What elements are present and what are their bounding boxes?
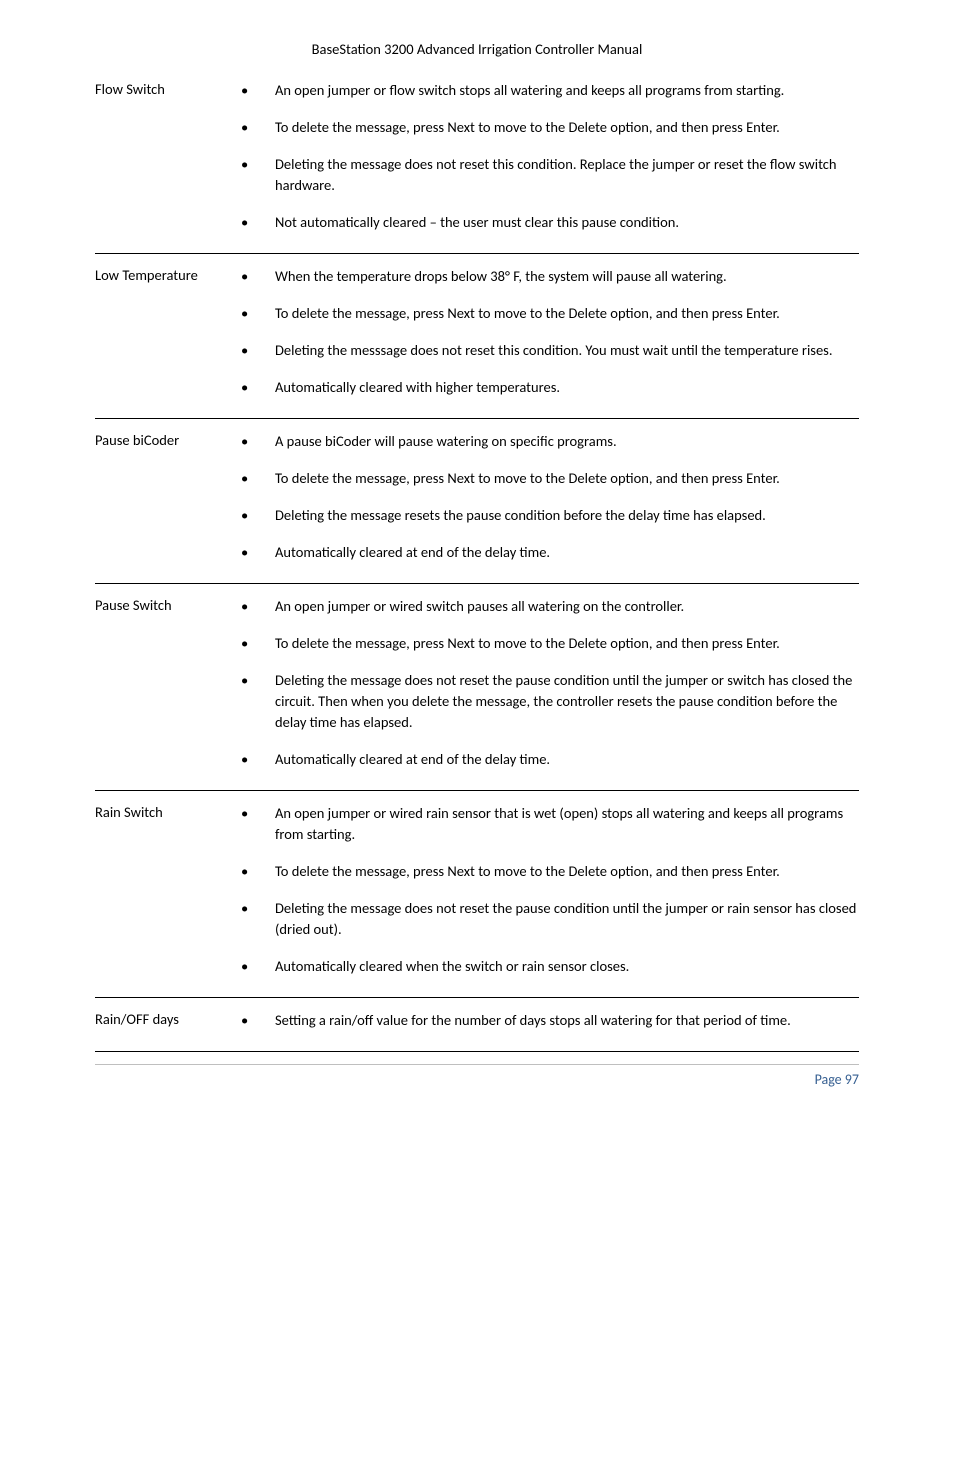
section-divider bbox=[95, 997, 859, 998]
bullet-item: • Not automatically cleared – the user m… bbox=[235, 212, 859, 233]
bullet-item: • An open jumper or wired rain sensor th… bbox=[235, 803, 859, 845]
section-content: • An open jumper or wired switch pauses … bbox=[235, 596, 859, 786]
document-page: BaseStation 3200 Advanced Irrigation Con… bbox=[0, 0, 954, 1118]
bullet-icon: • bbox=[235, 670, 275, 690]
bullet-text: An open jumper or flow switch stops all … bbox=[275, 80, 859, 101]
bullet-icon: • bbox=[235, 340, 275, 360]
bullet-icon: • bbox=[235, 596, 275, 616]
bullet-icon: • bbox=[235, 80, 275, 100]
section-label: Flow Switch bbox=[95, 80, 235, 98]
bullet-text: To delete the message, press Next to mov… bbox=[275, 633, 859, 654]
bullet-text: Automatically cleared with higher temper… bbox=[275, 377, 859, 398]
bullet-icon: • bbox=[235, 542, 275, 562]
bullet-icon: • bbox=[235, 898, 275, 918]
section-content: • When the temperature drops below 38° F… bbox=[235, 266, 859, 414]
bullet-icon: • bbox=[235, 505, 275, 525]
bullet-icon: • bbox=[235, 117, 275, 137]
bullet-item: • Deleting the message does not reset th… bbox=[235, 898, 859, 940]
section-pause-switch: Pause Switch • An open jumper or wired s… bbox=[95, 596, 859, 786]
bullet-text: Deleting the messsage does not reset thi… bbox=[275, 340, 859, 361]
page-footer: Page 97 bbox=[95, 1064, 859, 1088]
bullet-text: To delete the message, press Next to mov… bbox=[275, 468, 859, 489]
bullet-item: • Setting a rain/off value for the numbe… bbox=[235, 1010, 859, 1031]
section-rain-off-days: Rain/OFF days • Setting a rain/off value… bbox=[95, 1010, 859, 1047]
bullet-text: A pause biCoder will pause watering on s… bbox=[275, 431, 859, 452]
bullet-text: An open jumper or wired rain sensor that… bbox=[275, 803, 859, 845]
bullet-icon: • bbox=[235, 803, 275, 823]
bullet-text: To delete the message, press Next to mov… bbox=[275, 303, 859, 324]
bullet-item: • A pause biCoder will pause watering on… bbox=[235, 431, 859, 452]
bullet-text: Setting a rain/off value for the number … bbox=[275, 1010, 859, 1031]
section-divider bbox=[95, 1051, 859, 1052]
bullet-item: • To delete the message, press Next to m… bbox=[235, 861, 859, 882]
bullet-text: Deleting the message resets the pause co… bbox=[275, 505, 859, 526]
bullet-icon: • bbox=[235, 377, 275, 397]
bullet-text: To delete the message, press Next to mov… bbox=[275, 861, 859, 882]
page-title: BaseStation 3200 Advanced Irrigation Con… bbox=[95, 40, 859, 58]
bullet-item: • Deleting the message does not reset th… bbox=[235, 670, 859, 733]
section-divider bbox=[95, 418, 859, 419]
bullet-item: • Automatically cleared with higher temp… bbox=[235, 377, 859, 398]
bullet-icon: • bbox=[235, 956, 275, 976]
bullet-text: When the temperature drops below 38° F, … bbox=[275, 266, 859, 287]
bullet-icon: • bbox=[235, 633, 275, 653]
bullet-text: An open jumper or wired switch pauses al… bbox=[275, 596, 859, 617]
bullet-item: • Automatically cleared at end of the de… bbox=[235, 542, 859, 563]
section-flow-switch: Flow Switch • An open jumper or flow swi… bbox=[95, 80, 859, 249]
bullet-text: Deleting the message does not reset the … bbox=[275, 670, 859, 733]
bullet-item: • To delete the message, press Next to m… bbox=[235, 303, 859, 324]
bullet-text: Automatically cleared at end of the dela… bbox=[275, 749, 859, 770]
bullet-text: Automatically cleared at end of the dela… bbox=[275, 542, 859, 563]
bullet-icon: • bbox=[235, 303, 275, 323]
bullet-text: Automatically cleared when the switch or… bbox=[275, 956, 859, 977]
bullet-text: Deleting the message does not reset the … bbox=[275, 898, 859, 940]
bullet-icon: • bbox=[235, 468, 275, 488]
bullet-item: • Automatically cleared when the switch … bbox=[235, 956, 859, 977]
section-content: • A pause biCoder will pause watering on… bbox=[235, 431, 859, 579]
bullet-item: • When the temperature drops below 38° F… bbox=[235, 266, 859, 287]
section-content: • An open jumper or wired rain sensor th… bbox=[235, 803, 859, 993]
bullet-text: Not automatically cleared – the user mus… bbox=[275, 212, 859, 233]
bullet-item: • An open jumper or flow switch stops al… bbox=[235, 80, 859, 101]
section-divider bbox=[95, 790, 859, 791]
bullet-item: • Deleting the messsage does not reset t… bbox=[235, 340, 859, 361]
bullet-item: • To delete the message, press Next to m… bbox=[235, 117, 859, 138]
page-number: Page 97 bbox=[815, 1071, 859, 1088]
bullet-item: • To delete the message, press Next to m… bbox=[235, 468, 859, 489]
bullet-icon: • bbox=[235, 861, 275, 881]
bullet-icon: • bbox=[235, 1010, 275, 1030]
bullet-item: • Deleting the message resets the pause … bbox=[235, 505, 859, 526]
section-label: Pause Switch bbox=[95, 596, 235, 614]
section-divider bbox=[95, 583, 859, 584]
bullet-icon: • bbox=[235, 266, 275, 286]
section-label: Rain/OFF days bbox=[95, 1010, 235, 1028]
bullet-icon: • bbox=[235, 212, 275, 232]
section-label: Low Temperature bbox=[95, 266, 235, 284]
bullet-item: • An open jumper or wired switch pauses … bbox=[235, 596, 859, 617]
section-content: • Setting a rain/off value for the numbe… bbox=[235, 1010, 859, 1047]
bullet-text: Deleting the message does not reset this… bbox=[275, 154, 859, 196]
bullet-item: • To delete the message, press Next to m… bbox=[235, 633, 859, 654]
section-content: • An open jumper or flow switch stops al… bbox=[235, 80, 859, 249]
section-rain-switch: Rain Switch • An open jumper or wired ra… bbox=[95, 803, 859, 993]
section-divider bbox=[95, 253, 859, 254]
bullet-icon: • bbox=[235, 749, 275, 769]
section-low-temperature: Low Temperature • When the temperature d… bbox=[95, 266, 859, 414]
section-label: Rain Switch bbox=[95, 803, 235, 821]
section-pause-bicoder: Pause biCoder • A pause biCoder will pau… bbox=[95, 431, 859, 579]
section-label: Pause biCoder bbox=[95, 431, 235, 449]
bullet-icon: • bbox=[235, 431, 275, 451]
bullet-item: • Automatically cleared at end of the de… bbox=[235, 749, 859, 770]
bullet-icon: • bbox=[235, 154, 275, 174]
bullet-item: • Deleting the message does not reset th… bbox=[235, 154, 859, 196]
bullet-text: To delete the message, press Next to mov… bbox=[275, 117, 859, 138]
